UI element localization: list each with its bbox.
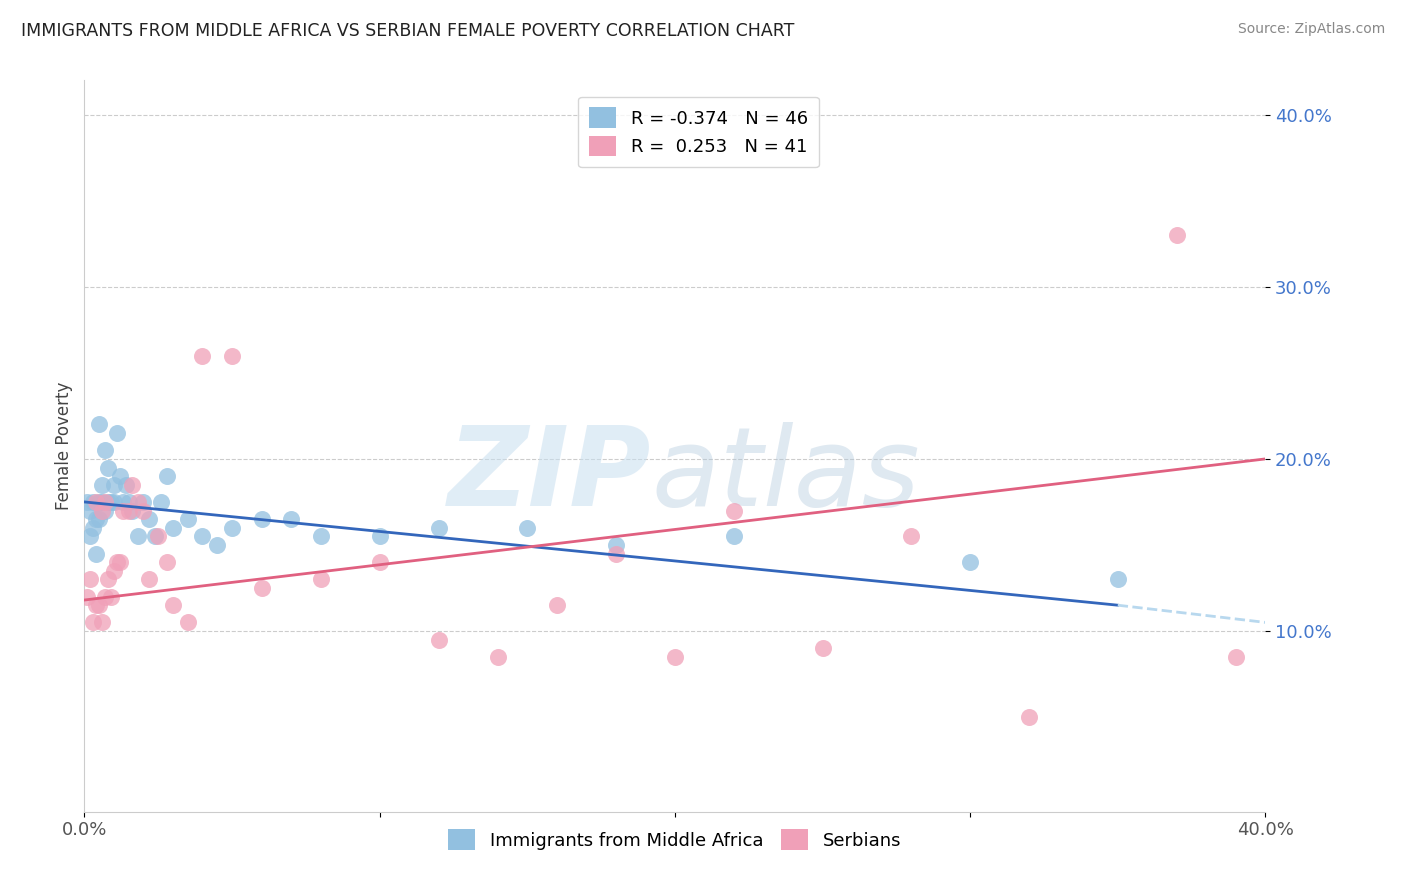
Point <box>100 495 122 509</box>
Point <box>79 529 101 543</box>
Point <box>103 564 125 578</box>
Point <box>723 503 745 517</box>
Point <box>100 590 122 604</box>
Point <box>143 529 166 543</box>
Legend: Immigrants from Middle Africa, Serbians: Immigrants from Middle Africa, Serbians <box>441 822 908 857</box>
Point <box>121 477 143 491</box>
Point <box>605 538 627 552</box>
Point <box>87 495 111 509</box>
Point <box>87 598 111 612</box>
Point <box>1107 573 1129 587</box>
Point <box>97 460 120 475</box>
Point <box>1018 710 1040 724</box>
Point <box>162 521 184 535</box>
Point <box>79 573 101 587</box>
Point <box>105 426 128 441</box>
Point <box>82 495 104 509</box>
Point <box>959 555 981 569</box>
Point <box>91 495 114 509</box>
Point <box>207 538 229 552</box>
Point <box>280 512 302 526</box>
Point <box>127 529 149 543</box>
Text: atlas: atlas <box>651 422 920 529</box>
Point <box>546 598 568 612</box>
Point <box>87 417 111 432</box>
Point <box>87 512 111 526</box>
Point <box>221 521 243 535</box>
Point <box>76 590 98 604</box>
Point <box>516 521 538 535</box>
Point <box>148 529 170 543</box>
Point <box>250 512 273 526</box>
Point <box>111 503 134 517</box>
Point <box>191 529 214 543</box>
Point <box>118 495 141 509</box>
Point <box>900 529 922 543</box>
Point <box>105 555 128 569</box>
Point <box>150 495 173 509</box>
Point <box>91 477 114 491</box>
Point <box>221 349 243 363</box>
Point <box>605 547 627 561</box>
Point <box>664 649 686 664</box>
Point <box>162 598 184 612</box>
Point <box>132 495 155 509</box>
Point <box>94 503 117 517</box>
Point <box>177 615 200 630</box>
Point <box>1166 228 1188 243</box>
Point <box>811 641 834 656</box>
Point <box>486 649 509 664</box>
Point <box>368 555 391 569</box>
Point <box>103 477 125 491</box>
Point <box>111 495 134 509</box>
Text: ZIP: ZIP <box>447 422 651 529</box>
Text: IMMIGRANTS FROM MIDDLE AFRICA VS SERBIAN FEMALE POVERTY CORRELATION CHART: IMMIGRANTS FROM MIDDLE AFRICA VS SERBIAN… <box>21 22 794 40</box>
Point <box>427 632 450 647</box>
Y-axis label: Female Poverty: Female Poverty <box>55 382 73 510</box>
Point <box>309 529 332 543</box>
Point <box>108 469 131 483</box>
Point <box>84 512 107 526</box>
Point <box>156 469 179 483</box>
Point <box>177 512 200 526</box>
Point <box>1225 649 1247 664</box>
Point <box>84 495 107 509</box>
Point <box>138 573 160 587</box>
Point <box>250 581 273 595</box>
Point <box>427 521 450 535</box>
Point <box>309 573 332 587</box>
Point <box>121 503 143 517</box>
Point <box>97 495 120 509</box>
Point <box>84 547 107 561</box>
Point <box>138 512 160 526</box>
Point <box>156 555 179 569</box>
Point <box>132 503 155 517</box>
Point <box>82 615 104 630</box>
Point <box>108 555 131 569</box>
Point <box>103 495 125 509</box>
Point <box>368 529 391 543</box>
Point <box>94 590 117 604</box>
Point <box>118 503 141 517</box>
Point <box>191 349 214 363</box>
Point <box>97 573 120 587</box>
Point <box>79 503 101 517</box>
Point <box>723 529 745 543</box>
Point <box>94 443 117 458</box>
Point <box>76 495 98 509</box>
Point <box>82 521 104 535</box>
Point <box>127 495 149 509</box>
Point <box>91 615 114 630</box>
Point <box>84 598 107 612</box>
Point <box>91 503 114 517</box>
Text: Source: ZipAtlas.com: Source: ZipAtlas.com <box>1237 22 1385 37</box>
Point <box>114 477 136 491</box>
Point <box>94 495 117 509</box>
